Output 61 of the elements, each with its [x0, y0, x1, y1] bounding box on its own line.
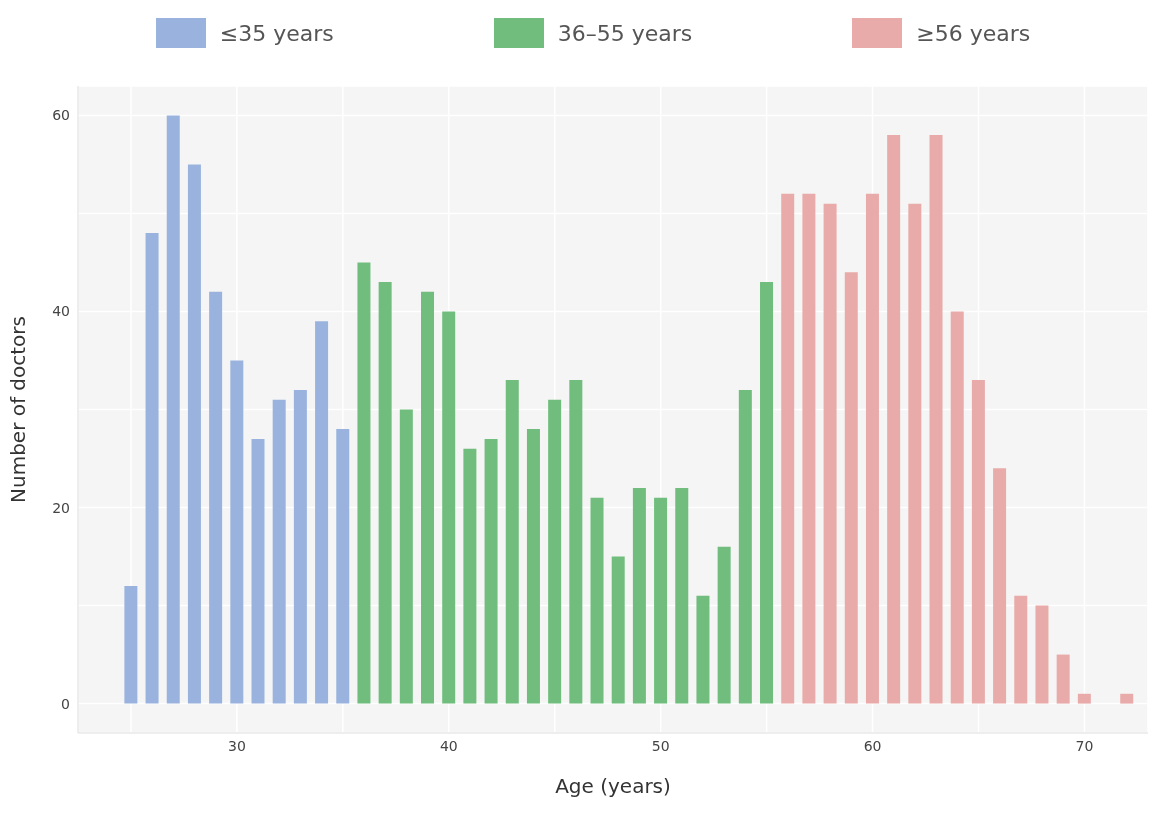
bar [378, 282, 392, 704]
bar [675, 487, 689, 704]
bar [251, 438, 265, 704]
y-axis-title: Number of doctors [6, 316, 31, 503]
bar [187, 164, 201, 704]
bar [781, 193, 795, 704]
x-tick-label: 40 [439, 737, 458, 754]
bar [166, 115, 180, 704]
y-tick-label: 60 [52, 107, 70, 124]
bar [1056, 654, 1070, 704]
bar [526, 429, 540, 704]
bar [336, 429, 350, 704]
bar [590, 497, 604, 704]
x-tick-label: 30 [228, 737, 246, 754]
bar [654, 497, 668, 704]
legend-label: ≥56 years [916, 20, 1031, 46]
bar [632, 487, 646, 704]
bar [230, 360, 244, 704]
y-tick-label: 20 [52, 499, 70, 516]
bar [993, 468, 1007, 704]
bar [1014, 595, 1028, 704]
bar [484, 438, 498, 704]
bar [463, 448, 477, 704]
bar [696, 595, 710, 704]
bar [950, 311, 964, 704]
bar [865, 193, 879, 704]
bar [357, 262, 371, 704]
bar [760, 282, 774, 704]
bar [272, 399, 286, 704]
bar [421, 291, 435, 704]
bar [802, 193, 816, 704]
bar [1077, 693, 1091, 704]
x-tick-label: 50 [651, 737, 670, 754]
bar [209, 291, 223, 704]
bar [844, 272, 858, 704]
y-tick-label: 0 [61, 695, 70, 712]
bar [738, 389, 752, 704]
bar [823, 203, 837, 704]
bar [315, 321, 329, 704]
bar [145, 233, 159, 704]
bar [887, 135, 901, 704]
bar [929, 135, 943, 704]
bar [505, 380, 519, 704]
bar [1120, 693, 1134, 704]
bar [611, 556, 625, 704]
legend-label: 36–55 years [557, 20, 693, 46]
x-tick-label: 60 [863, 737, 882, 754]
x-tick-label: 70 [1075, 737, 1094, 754]
bar [548, 399, 562, 704]
bar [1035, 605, 1049, 704]
bar [124, 585, 138, 704]
legend-label: ≤35 years [219, 20, 334, 46]
bar [399, 409, 413, 704]
x-axis-title: Age (years) [555, 774, 671, 798]
y-tick-label: 40 [52, 303, 70, 320]
bar [908, 203, 922, 704]
bar [717, 546, 731, 704]
bar [293, 389, 307, 704]
bar [569, 380, 583, 704]
bar [971, 380, 985, 704]
bar [442, 311, 456, 704]
